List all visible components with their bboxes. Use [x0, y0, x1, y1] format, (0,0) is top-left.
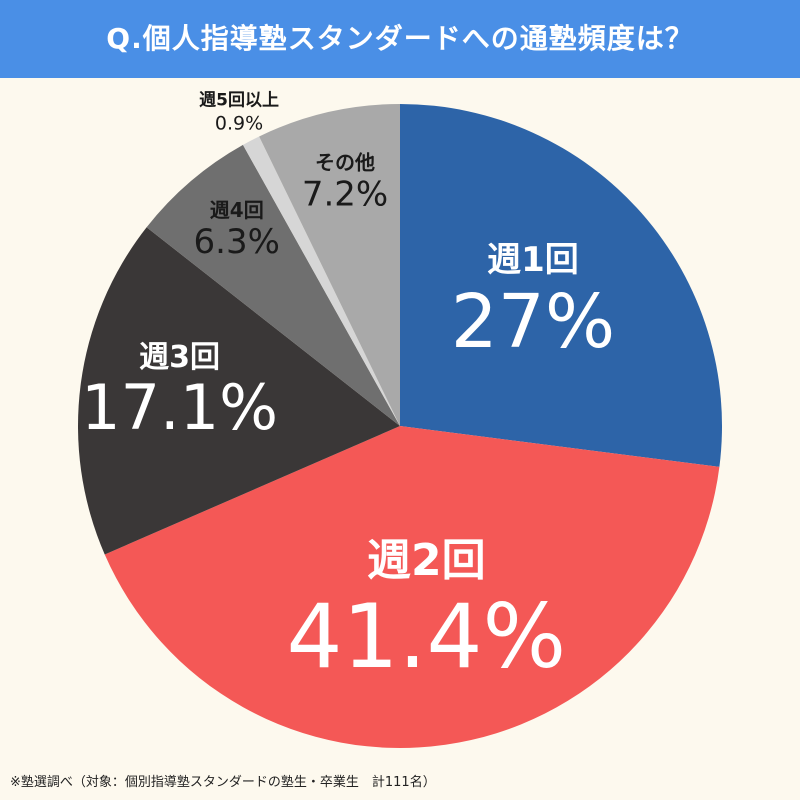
- slice-label-4: 週4回: [210, 198, 264, 222]
- footnote: ※塾選調べ（対象：個別指導塾スタンダードの塾生・卒業生 計111名）: [10, 775, 436, 790]
- pie-slice-1: [400, 104, 723, 467]
- pie-slice-4: [146, 144, 400, 426]
- slice-value-3: 17.1%: [81, 371, 278, 444]
- pie-slice-2: [104, 426, 720, 749]
- slice-value-6: 7.2%: [302, 175, 388, 215]
- slice-label-3: 週3回: [139, 340, 220, 375]
- slice-value-1: 27%: [451, 279, 615, 365]
- slice-label-2: 週2回: [367, 535, 486, 586]
- slice-value-5: 0.9%: [215, 113, 263, 135]
- slice-label-5: 週5回以上: [199, 91, 279, 111]
- pie-slice-6: [259, 104, 400, 426]
- slice-label-6: その他: [315, 151, 375, 175]
- pie-slice-3: [77, 227, 400, 555]
- slice-value-4: 6.3%: [194, 222, 280, 262]
- chart-title: Q.個人指導塾スタンダードへの通塾頻度は？: [0, 0, 800, 78]
- slice-value-2: 41.4%: [287, 585, 567, 688]
- pie-slice-5: [242, 136, 400, 427]
- slice-label-1: 週1回: [487, 240, 579, 280]
